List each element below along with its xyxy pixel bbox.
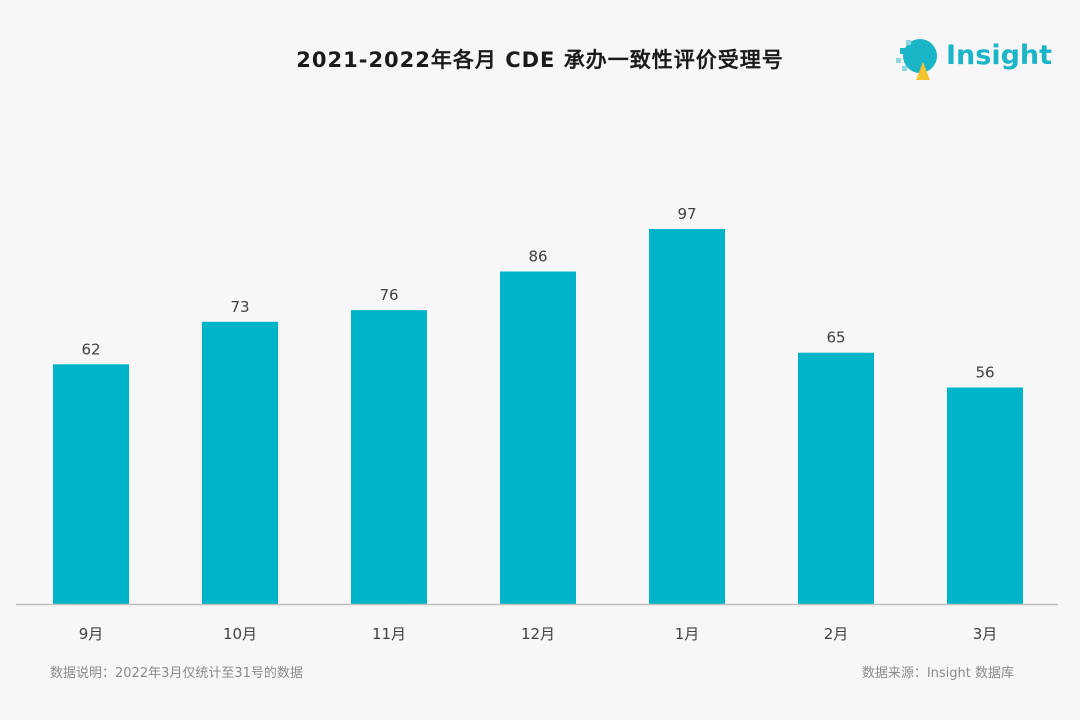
bar-9月 [53,364,129,604]
bar-10月 [202,321,278,604]
insight-logo-icon [896,39,937,80]
data-label: 56 [975,364,994,382]
x-tick-label: 10月 [223,625,257,643]
data-label: 86 [528,248,547,266]
x-tick-label: 9月 [79,625,104,643]
x-tick-label: 2月 [824,625,849,643]
bar-1月 [649,229,725,604]
data-label: 65 [826,329,845,347]
brand-logo: Insight [896,36,1056,82]
x-tick-label: 12月 [521,625,555,643]
chart-title: 2021-2022年各月 CDE 承办一致性评价受理号 [296,48,784,72]
bar-3月 [947,387,1023,604]
bar-2月 [798,352,874,604]
x-tick-label: 3月 [973,625,998,643]
data-note: 数据说明：2022年3月仅统计至31号的数据 [50,666,303,681]
x-tick-label: 11月 [372,625,406,643]
data-label: 76 [379,286,398,304]
brand-name: Insight [946,40,1053,71]
data-source: 数据来源：Insight 数据库 [861,666,1014,681]
data-label: 62 [81,340,100,358]
data-label: 97 [677,205,696,223]
bar-11月 [351,310,427,604]
x-tick-label: 1月 [675,625,700,643]
data-label: 73 [230,298,249,316]
bar-12月 [500,271,576,604]
